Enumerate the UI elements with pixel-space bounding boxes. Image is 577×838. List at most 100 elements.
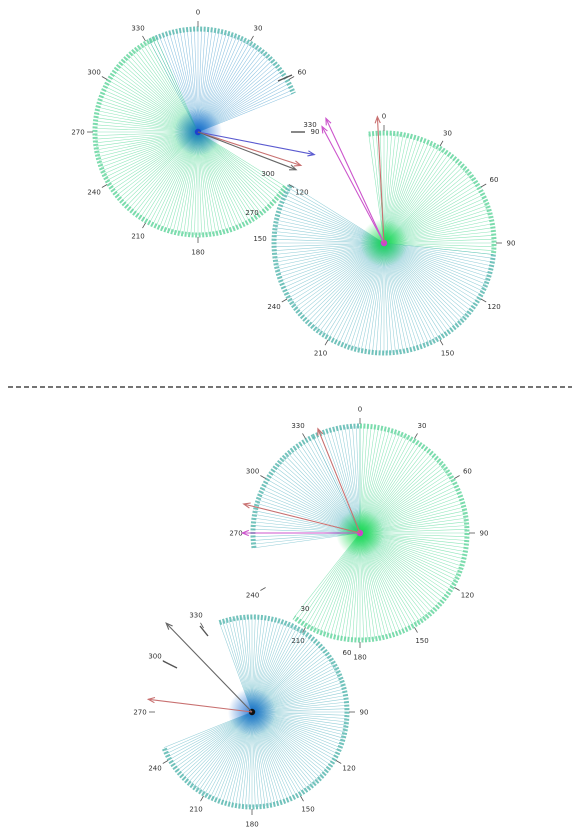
angle-tick <box>200 795 204 802</box>
stray-tick-1 <box>277 74 293 82</box>
angle-tick <box>302 433 306 439</box>
angle-tick <box>101 76 108 80</box>
angle-label: 60 <box>490 176 499 184</box>
direction-arrow-head <box>307 150 316 157</box>
direction-arrow-shaft <box>165 622 253 713</box>
angle-label: 30 <box>418 422 427 430</box>
direction-arrow-shaft <box>243 503 361 534</box>
angle-label: 300 <box>148 653 161 661</box>
direction-arrow <box>374 115 385 244</box>
angle-label: 90 <box>480 530 489 538</box>
direction-arrow-shaft <box>317 428 361 534</box>
stray-tick-marks <box>162 74 305 669</box>
arrow-tip-band <box>92 35 288 238</box>
angle-label: 120 <box>461 592 474 600</box>
angle-tick <box>480 183 487 188</box>
angle-tick <box>454 475 460 479</box>
angle-tick <box>281 298 288 303</box>
angle-label: 240 <box>148 765 161 773</box>
angle-label: 0 <box>382 113 386 121</box>
stray-tick-4 <box>162 660 178 669</box>
direction-arrow <box>165 622 253 713</box>
angle-tick <box>335 760 342 764</box>
angle-tick <box>288 184 295 188</box>
direction-arrow-head <box>317 427 324 436</box>
direction-arrow-shaft <box>197 131 315 156</box>
stray-tick-3 <box>199 625 209 637</box>
direction-arrow-head <box>321 125 328 134</box>
angle-label: 270 <box>133 709 146 717</box>
angle-label: 120 <box>342 765 355 773</box>
angle-tick <box>142 35 146 42</box>
angle-label: 30 <box>443 130 452 138</box>
angle-label-extra: 300 <box>261 170 274 178</box>
angle-label-extra: 270 <box>245 209 258 217</box>
angle-label: 240 <box>267 303 280 311</box>
angle-tick <box>162 760 169 764</box>
angle-tick <box>250 35 254 42</box>
angle-label: 300 <box>246 468 259 476</box>
angle-tick <box>324 339 329 346</box>
angle-tick <box>302 627 306 633</box>
arrow-tip-band <box>250 434 315 549</box>
angle-label: 150 <box>415 637 428 645</box>
angle-label: 210 <box>131 232 144 240</box>
angle-label: 210 <box>314 350 327 358</box>
direction-arrow-shaft <box>197 131 297 171</box>
direction-arrow-shaft <box>376 116 385 244</box>
angle-label: 120 <box>487 303 500 311</box>
direction-arrow-head <box>240 529 250 537</box>
direction-arrow <box>240 529 360 537</box>
direction-arrow <box>197 131 316 157</box>
angle-label: 30 <box>254 25 263 33</box>
direction-arrow-head <box>289 164 298 171</box>
angle-label: 0 <box>196 9 200 17</box>
direction-arrow <box>325 117 385 244</box>
direction-arrow <box>317 427 361 534</box>
angle-label: 210 <box>189 806 202 814</box>
angle-label: 0 <box>358 406 362 414</box>
direction-arrow-head <box>165 622 173 630</box>
angle-label: 60 <box>463 468 472 476</box>
angle-label-extra: 60 <box>343 649 352 657</box>
angle-tick <box>260 587 266 591</box>
direction-arrow-shaft <box>325 118 385 244</box>
direction-arrow-head <box>374 115 381 124</box>
arrow-tip-band <box>312 423 361 440</box>
angle-tick <box>480 298 487 303</box>
direction-arrow <box>197 131 303 167</box>
arrow-tip-band <box>368 130 497 255</box>
angle-label: 240 <box>87 189 100 197</box>
arrow-tip-band <box>271 183 496 356</box>
angle-label: 210 <box>291 637 304 645</box>
angle-label-extra: 150 <box>253 235 266 243</box>
angle-tick <box>200 622 204 629</box>
angle-label-extra: 330 <box>303 121 316 129</box>
direction-arrow-head <box>325 117 332 126</box>
direction-arrow-head <box>293 160 303 167</box>
direction-arrow <box>242 502 361 534</box>
angle-label: 330 <box>131 25 144 33</box>
angle-label: 180 <box>191 249 204 257</box>
direction-arrow-shaft <box>321 126 385 244</box>
angle-label: 90 <box>360 709 369 717</box>
angle-tick <box>414 627 418 633</box>
angle-label: 330 <box>291 422 304 430</box>
angle-tick <box>288 76 295 80</box>
angle-tick <box>454 587 460 591</box>
direction-arrow <box>197 131 298 171</box>
direction-arrow <box>146 696 253 713</box>
angle-label-extra: 30 <box>301 605 310 613</box>
angle-label: 180 <box>245 821 258 829</box>
direction-arrow-shaft <box>197 131 302 166</box>
direction-arrow-shaft <box>148 698 253 713</box>
angle-label: 240 <box>246 592 259 600</box>
angle-label: 120 <box>295 189 308 197</box>
angle-tick <box>142 222 146 229</box>
angle-label: 150 <box>441 350 454 358</box>
angle-tick <box>260 475 266 479</box>
angle-label: 150 <box>301 806 314 814</box>
angle-label-extra: 90 <box>311 128 320 136</box>
